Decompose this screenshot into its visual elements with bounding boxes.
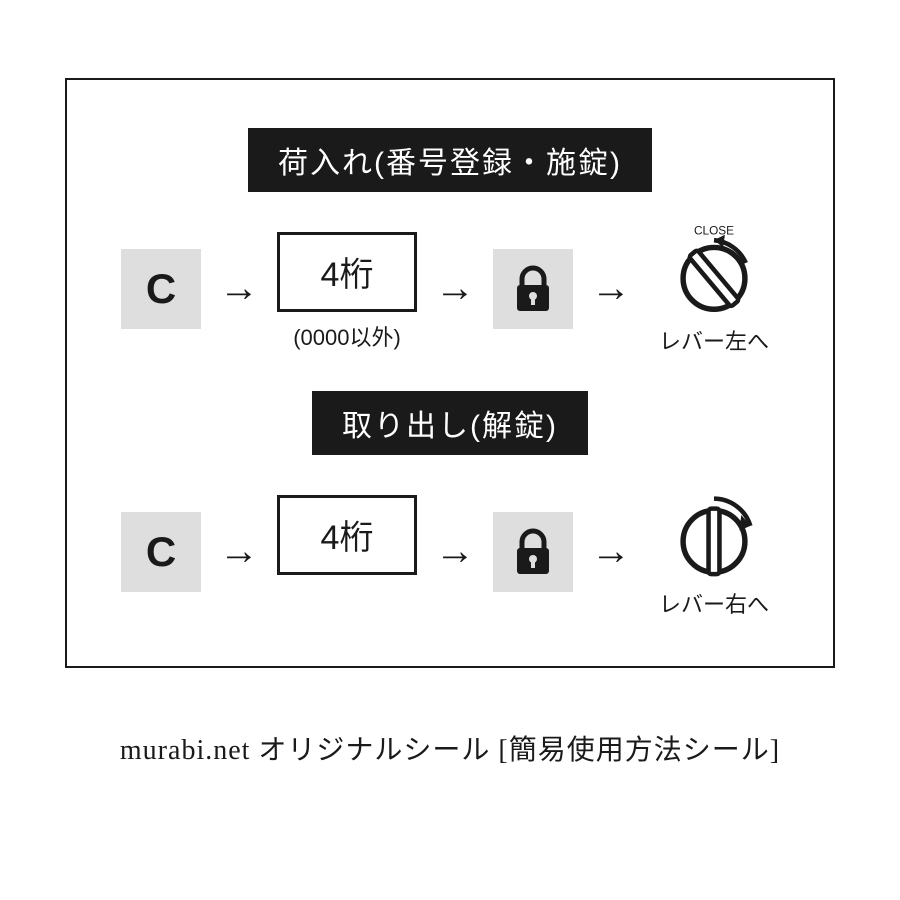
digits-unlock-wrap: 4桁 [277,495,417,609]
lever-close-icon: CLOSE [659,222,769,322]
caption: murabi.net オリジナルシール [簡易使用方法シール] [120,728,780,768]
section-unlock: 取り出し(解錠) C → 4桁 → → [67,391,833,619]
lever-open-label: レバー右へ [659,587,769,619]
lever-open-icon [659,485,769,585]
instruction-panel: 荷入れ(番号登録・施錠) C → 4桁 (0000以外) → → CLOSE [65,78,835,668]
digits-lock: 4桁 [277,232,417,312]
lever-close-label: レバー左へ [659,324,769,356]
arrow-icon: → [219,266,259,311]
arrow-icon: → [219,529,259,574]
key-c-unlock: C [121,512,201,592]
section-unlock-title: 取り出し(解錠) [312,391,588,455]
arrow-icon: → [435,529,475,574]
close-label: CLOSE [694,223,734,237]
lock-icon [512,528,554,576]
key-c-lock: C [121,249,201,329]
section-lock: 荷入れ(番号登録・施錠) C → 4桁 (0000以外) → → CLOSE [67,128,833,356]
digits-lock-wrap: 4桁 (0000以外) [277,232,417,346]
lock-icon-box [493,249,573,329]
lock-icon [512,265,554,313]
arrow-icon: → [591,529,631,574]
arrow-icon: → [591,266,631,311]
flow-unlock: C → 4桁 → → [67,485,833,619]
arrow-icon: → [435,266,475,311]
lever-close-wrap: CLOSE レバー左へ [649,222,779,356]
lever-open-wrap: レバー右へ [649,485,779,619]
flow-lock: C → 4桁 (0000以外) → → CLOSE [67,222,833,356]
digits-lock-sub: (0000以外) [293,320,401,346]
lock-icon-box [493,512,573,592]
section-lock-title: 荷入れ(番号登録・施錠) [248,128,652,192]
digits-unlock: 4桁 [277,495,417,575]
